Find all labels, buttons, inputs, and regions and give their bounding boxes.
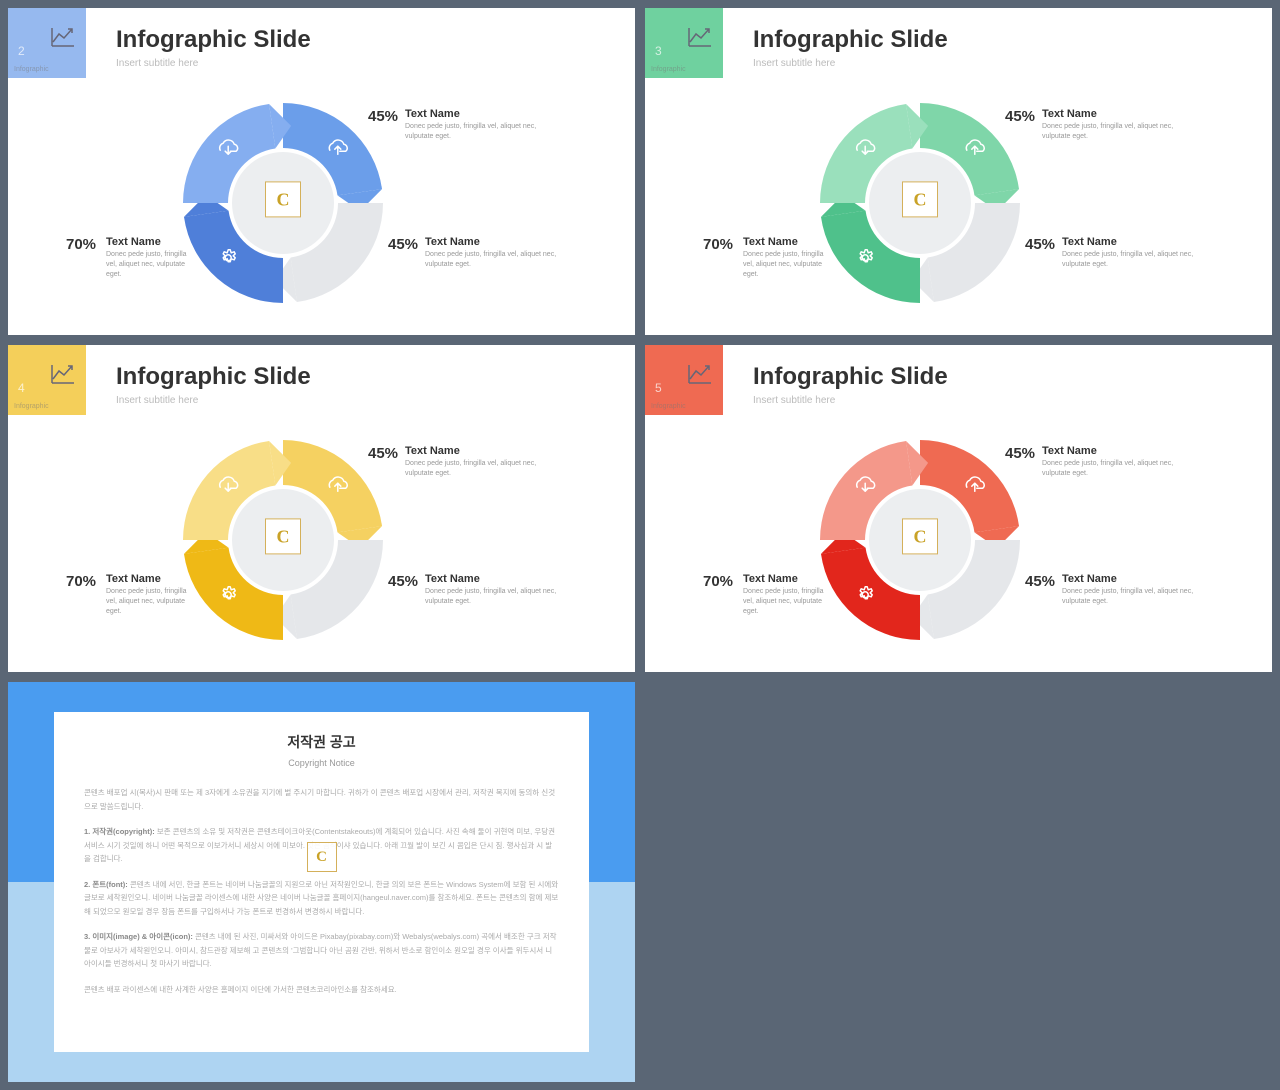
donut-chart: C [815,435,1025,645]
slide-number: 2 [18,44,25,58]
notice-border-left [8,682,54,1082]
label-bottom-right: 45%Text NameDonec pede justo, fringilla … [1050,573,1210,607]
donut-chart: C [178,435,388,645]
slide-3: 4 Infographic Infographic Slide Insert s… [8,345,635,672]
slide-sublabel: Infographic [14,403,49,410]
slide-title: Infographic Slide [753,363,948,391]
slide-number: 5 [655,381,662,395]
chart-icon [50,363,76,385]
label-bottom-right: 45%Text NameDonec pede justo, fringilla … [1050,236,1210,270]
donut-chart: C [178,98,388,308]
notice-p5: 콘텐츠 배포 라이센스에 내한 사계한 사양은 홈페이지 이단에 가서한 콘텐츠… [84,983,559,997]
notice-content: 저작권 공고 Copyright Notice 콘텐츠 배포업 시(복사)시 판… [54,712,589,1052]
label-bottom-right: 45%Text NameDonec pede justo, fringilla … [413,236,573,270]
notice-slide: 저작권 공고 Copyright Notice 콘텐츠 배포업 시(복사)시 판… [8,682,635,1082]
label-bottom-left: 70%Text NameDonec pede justo, fringilla … [705,573,825,616]
label-top-right: 45%Text NameDonec pede justo, fringilla … [1030,445,1190,479]
slide-number: 4 [18,381,25,395]
slide-number: 3 [655,44,662,58]
label-bottom-right: 45%Text NameDonec pede justo, fringilla … [413,573,573,607]
chart-icon [687,26,713,48]
slide-subtitle: Insert subtitle here [116,58,198,69]
donut-chart: C [815,98,1025,308]
slide-sublabel: Infographic [14,66,49,73]
slide-1: 2 Infographic Infographic Slide Insert s… [8,8,635,335]
slide-subtitle: Insert subtitle here [116,395,198,406]
slide-subtitle: Insert subtitle here [753,58,835,69]
chart-icon [687,363,713,385]
label-top-right: 45%Text NameDonec pede justo, fringilla … [1030,108,1190,142]
notice-border-top [8,682,635,712]
slide-sublabel: Infographic [651,66,686,73]
label-bottom-left: 70%Text NameDonec pede justo, fringilla … [68,236,188,279]
label-top-right: 45%Text NameDonec pede justo, fringilla … [393,108,553,142]
label-bottom-left: 70%Text NameDonec pede justo, fringilla … [705,236,825,279]
slide-grid: 2 Infographic Infographic Slide Insert s… [8,8,1272,1082]
notice-p4: 3. 이미지(image) & 아이콘(icon): 콘텐츠 내에 된 사진, … [84,930,559,971]
watermark-badge: C [307,842,337,872]
label-bottom-left: 70%Text NameDonec pede justo, fringilla … [68,573,188,616]
slide-4: 5 Infographic Infographic Slide Insert s… [645,345,1272,672]
notice-border-right [589,682,635,1082]
slide-sublabel: Infographic [651,403,686,410]
notice-border-bottom [8,1052,635,1082]
notice-subtitle: Copyright Notice [84,758,559,768]
slide-title: Infographic Slide [753,26,948,54]
slide-2: 3 Infographic Infographic Slide Insert s… [645,8,1272,335]
slide-title: Infographic Slide [116,26,311,54]
notice-title: 저작권 공고 [84,732,559,752]
chart-icon [50,26,76,48]
notice-p1: 콘텐츠 배포업 시(복사)시 판매 또는 제 3자에게 소유권을 지기에 벌 주… [84,786,559,813]
label-top-right: 45%Text NameDonec pede justo, fringilla … [393,445,553,479]
notice-p3: 2. 폰트(font): 콘텐츠 내에 서민, 한글 폰트는 네이버 나눔글꼴의… [84,878,559,919]
slide-subtitle: Insert subtitle here [753,395,835,406]
slide-title: Infographic Slide [116,363,311,391]
